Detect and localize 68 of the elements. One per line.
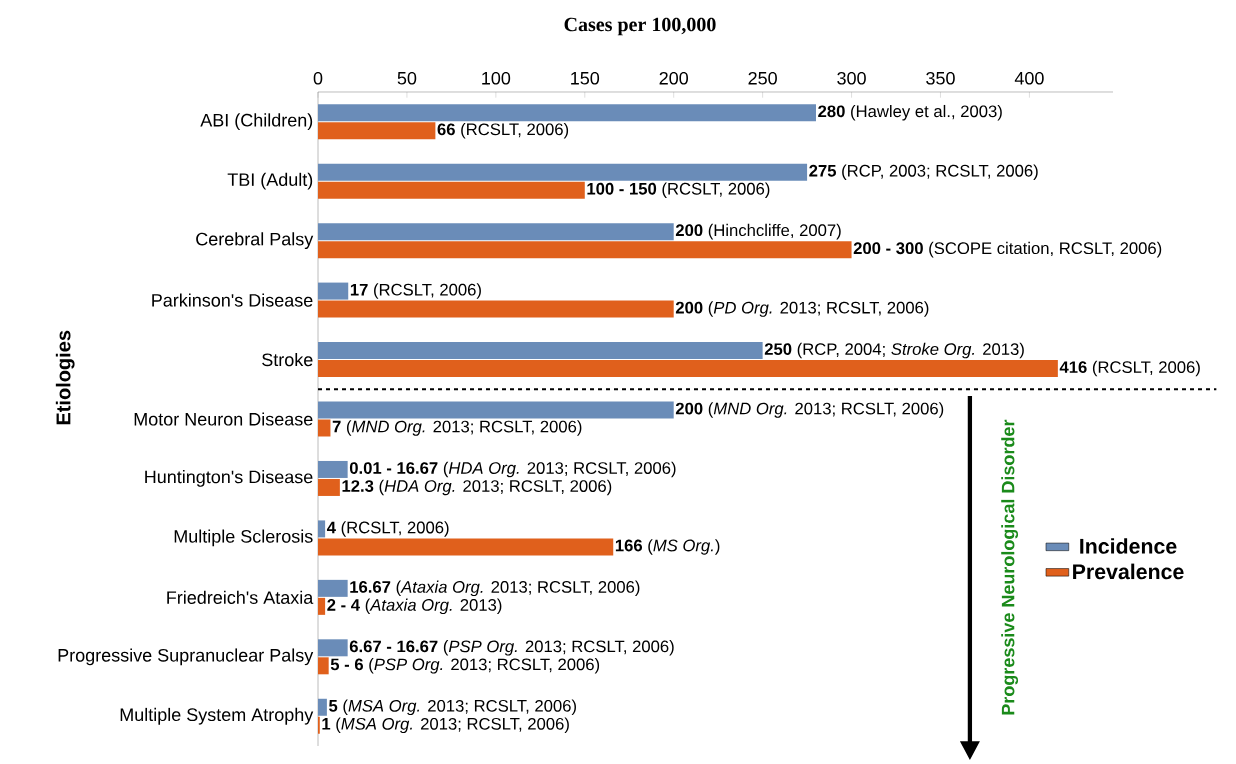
bar: [318, 639, 348, 657]
data-label: 166 (MS Org.): [615, 539, 720, 555]
data-label: 200 (PD Org. 2013; RCSLT, 2006): [675, 301, 929, 317]
bar: [318, 478, 340, 496]
y-tick-label: TBI (Adult): [227, 172, 313, 190]
bar: [318, 698, 327, 716]
bar: [318, 223, 674, 241]
x-tick-label: 300: [837, 71, 866, 85]
bar: [318, 282, 349, 300]
bar: [318, 122, 436, 140]
y-tick-label: Cerebral Palsy: [196, 232, 314, 250]
y-tick-label: ABI (Children): [200, 113, 313, 131]
x-tick-label: 350: [926, 71, 955, 85]
bar: [318, 181, 585, 199]
data-label: 17 (RCSLT, 2006): [350, 283, 481, 299]
x-tick-label: 100: [482, 71, 511, 85]
x-tick-label: 400: [1014, 71, 1044, 85]
bar: [318, 597, 326, 615]
x-tick-label: 250: [748, 71, 777, 85]
data-label: 200 (Hinchcliffe, 2007): [675, 223, 841, 240]
x-tick-label: 0: [313, 71, 323, 85]
data-label: 250 (RCP, 2004; Stroke Org. 2013): [764, 342, 1024, 359]
bar: [318, 538, 614, 556]
y-tick-label: Huntington's Disease: [145, 470, 313, 487]
bar: [318, 104, 816, 122]
data-label: 4 (RCSLT, 2006): [326, 521, 449, 537]
data-label: 200 - 300 (SCOPE citation, RCSLT, 2006): [853, 241, 1162, 258]
y-tick-label: Parkinson's Disease: [152, 293, 313, 307]
y-axis-title: Etiologies: [55, 330, 75, 425]
data-label: 16.67 (Ataxia Org. 2013; RCSLT, 2006): [350, 580, 640, 597]
x-tick-label: 50: [397, 71, 417, 85]
legend-label: Incidence: [1080, 538, 1177, 554]
x-axis-title: Cases per 100,000: [564, 17, 716, 36]
bar: [318, 579, 348, 597]
legend-label: Prevalence: [1073, 563, 1184, 580]
data-label: 2 - 4 (Ataxia Org. 2013): [327, 598, 502, 615]
y-tick-label: Multiple Sclerosis: [174, 529, 313, 547]
data-label: 12.3 (HDA Org. 2013; RCSLT, 2006): [342, 479, 612, 496]
y-tick-label: Progressive Supranuclear Palsy: [58, 648, 314, 666]
bar: [318, 520, 326, 538]
y-tick-label: Stroke: [262, 352, 313, 367]
annotation: Progressive Neurological Disorder: [1001, 419, 1019, 715]
data-label: 7 (MND Org. 2013; RCSLT, 2006): [332, 420, 582, 436]
data-label: 280 (Hawley et al., 2003): [818, 104, 1002, 121]
bar: [318, 360, 1058, 378]
bar: [318, 401, 674, 419]
bar: [318, 460, 348, 478]
bar: [318, 419, 331, 437]
bar: [318, 163, 808, 181]
data-label: 5 (MSA Org. 2013; RCSLT, 2006): [329, 699, 576, 716]
bar: [318, 300, 674, 318]
data-label: 6.67 - 16.67 (PSP Org. 2013; RCSLT, 2006): [349, 640, 674, 656]
data-label: 0.01 - 16.67 (HDA Org. 2013; RCSLT, 2006): [349, 461, 676, 478]
data-label: 1 (MSA Org. 2013; RCSLT, 2006): [322, 717, 569, 734]
x-tick-label: 200: [659, 71, 689, 85]
data-label: 200 (MND Org. 2013; RCSLT, 2006): [675, 402, 944, 418]
data-label: 66 (RCSLT, 2006): [437, 122, 569, 139]
data-label: 275 (RCP, 2003; RCSLT, 2006): [809, 164, 1038, 180]
bar: [318, 657, 329, 675]
y-tick-label: Multiple System Atrophy: [120, 707, 314, 725]
data-label: 100 - 150 (RCSLT, 2006): [587, 182, 770, 198]
bar: [318, 241, 852, 259]
x-tick-label: 150: [571, 71, 600, 85]
bar: [318, 342, 763, 360]
y-tick-label: Motor Neuron Disease: [134, 412, 313, 426]
data-label: 416 (RCSLT, 2006): [1059, 360, 1200, 377]
y-tick-label: Friedreich's Ataxia: [167, 590, 314, 604]
data-label: 5 - 6 (PSP Org. 2013; RCSLT, 2006): [330, 658, 600, 674]
